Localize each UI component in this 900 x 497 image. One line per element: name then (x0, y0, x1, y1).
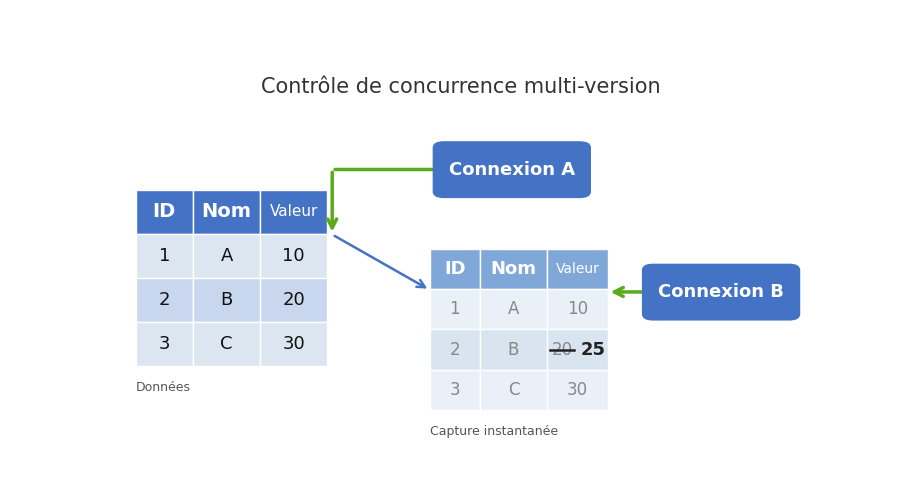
Text: 20: 20 (283, 291, 305, 309)
FancyBboxPatch shape (547, 289, 608, 330)
Text: 2: 2 (158, 291, 170, 309)
Text: C: C (508, 381, 519, 399)
FancyBboxPatch shape (547, 370, 608, 410)
Text: Valeur: Valeur (555, 262, 599, 276)
FancyBboxPatch shape (136, 322, 194, 366)
Text: 2: 2 (449, 340, 460, 358)
FancyBboxPatch shape (260, 190, 328, 234)
FancyBboxPatch shape (430, 370, 480, 410)
FancyBboxPatch shape (480, 370, 547, 410)
Text: B: B (220, 291, 233, 309)
FancyBboxPatch shape (430, 330, 480, 370)
Text: Connexion B: Connexion B (658, 283, 784, 301)
FancyBboxPatch shape (434, 142, 590, 197)
Text: ID: ID (153, 202, 176, 221)
Text: C: C (220, 335, 233, 353)
FancyBboxPatch shape (430, 249, 480, 289)
FancyBboxPatch shape (136, 234, 194, 278)
Text: Nom: Nom (491, 260, 536, 278)
FancyBboxPatch shape (260, 322, 328, 366)
FancyBboxPatch shape (136, 190, 194, 234)
FancyBboxPatch shape (480, 330, 547, 370)
Text: 30: 30 (567, 381, 588, 399)
FancyBboxPatch shape (480, 249, 547, 289)
Text: ID: ID (444, 260, 465, 278)
Text: A: A (508, 300, 519, 319)
Text: 3: 3 (449, 381, 460, 399)
FancyBboxPatch shape (547, 249, 608, 289)
FancyBboxPatch shape (260, 278, 328, 322)
Text: 30: 30 (283, 335, 305, 353)
Text: Capture instantanée: Capture instantanée (430, 425, 558, 438)
Text: 1: 1 (158, 247, 170, 265)
Text: Contrôle de concurrence multi-version: Contrôle de concurrence multi-version (261, 77, 662, 97)
Text: 25: 25 (580, 340, 606, 358)
FancyBboxPatch shape (136, 278, 194, 322)
Text: 10: 10 (283, 247, 305, 265)
FancyBboxPatch shape (430, 289, 480, 330)
FancyBboxPatch shape (480, 289, 547, 330)
Text: Valeur: Valeur (270, 204, 318, 219)
Text: 3: 3 (158, 335, 170, 353)
FancyBboxPatch shape (643, 264, 799, 320)
Text: Nom: Nom (202, 202, 252, 221)
Text: Données: Données (136, 381, 191, 394)
FancyBboxPatch shape (194, 322, 260, 366)
FancyBboxPatch shape (194, 278, 260, 322)
Text: B: B (508, 340, 519, 358)
Text: A: A (220, 247, 233, 265)
Text: 20: 20 (552, 340, 572, 358)
FancyBboxPatch shape (194, 190, 260, 234)
Text: 10: 10 (567, 300, 588, 319)
Text: 1: 1 (449, 300, 460, 319)
FancyBboxPatch shape (260, 234, 328, 278)
FancyBboxPatch shape (194, 234, 260, 278)
Text: Connexion A: Connexion A (449, 161, 575, 178)
FancyBboxPatch shape (547, 330, 608, 370)
